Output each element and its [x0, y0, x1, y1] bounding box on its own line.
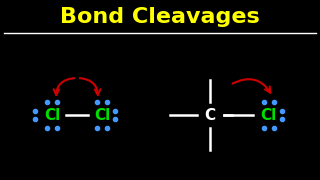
FancyArrowPatch shape: [232, 79, 270, 93]
Text: Cl: Cl: [94, 107, 110, 123]
Text: Cl: Cl: [260, 107, 276, 123]
FancyArrowPatch shape: [80, 78, 100, 95]
Text: Cl: Cl: [44, 107, 60, 123]
Text: C: C: [204, 107, 216, 123]
Text: Bond Cleavages: Bond Cleavages: [60, 7, 260, 27]
FancyArrowPatch shape: [54, 78, 74, 95]
